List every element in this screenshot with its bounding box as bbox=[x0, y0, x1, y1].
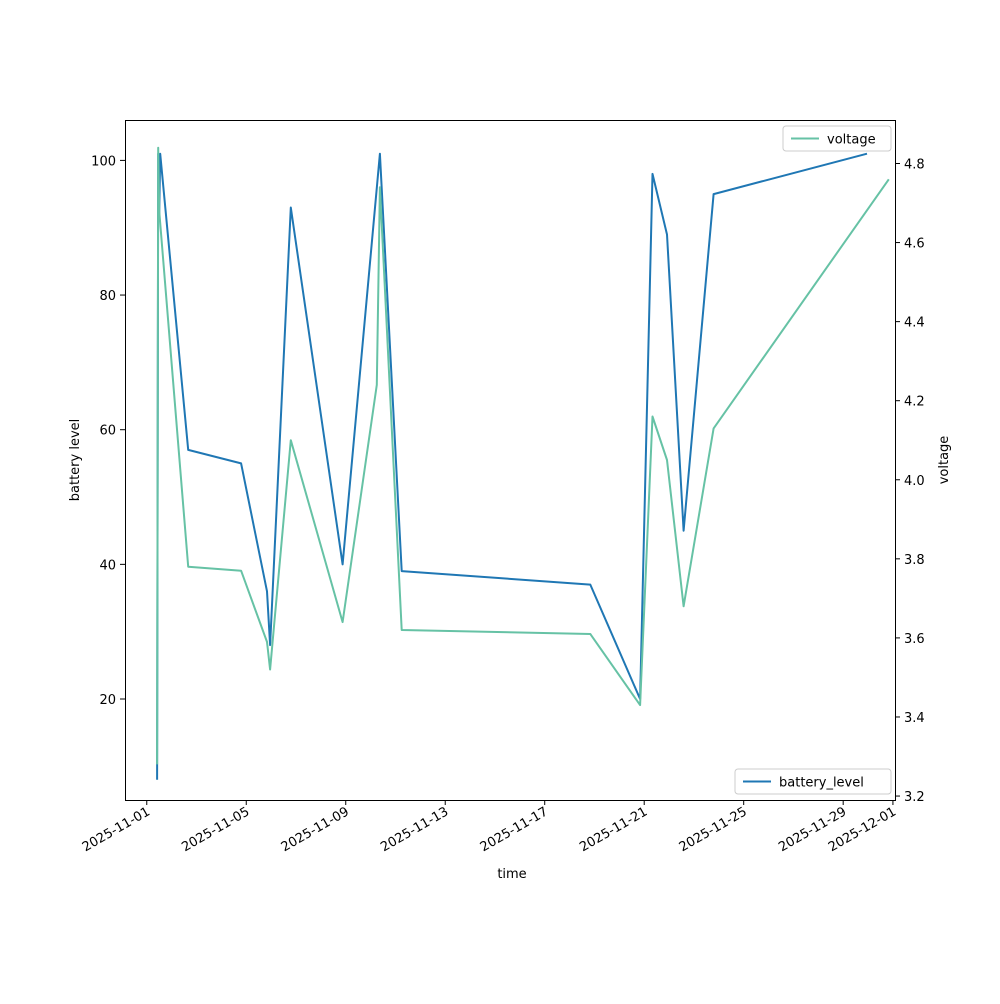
data-point-voltage bbox=[713, 427, 715, 429]
data-point-battery_level bbox=[342, 563, 344, 565]
y2-tick-label: 3.4 bbox=[904, 711, 925, 726]
data-point-battery_level bbox=[589, 584, 591, 586]
x-axis-label: time bbox=[497, 867, 526, 882]
x-tick-label: 2025-11-13 bbox=[378, 804, 451, 855]
legend-label: battery_level bbox=[779, 776, 864, 791]
y-tick-label: 20 bbox=[99, 693, 116, 708]
data-point-voltage bbox=[156, 763, 158, 765]
y2-tick-label: 4.4 bbox=[904, 316, 925, 331]
data-point-voltage bbox=[376, 384, 378, 386]
data-point-battery_level bbox=[187, 449, 189, 451]
y-tick-label: 60 bbox=[99, 424, 116, 439]
data-point-voltage bbox=[379, 186, 381, 188]
y2-tick-label: 3.6 bbox=[904, 632, 925, 647]
legend-box bbox=[782, 125, 892, 152]
data-point-voltage bbox=[342, 621, 344, 623]
data-point-voltage bbox=[683, 605, 685, 607]
data-point-battery_level bbox=[683, 530, 685, 532]
data-point-voltage bbox=[240, 570, 242, 572]
y2-tick-label: 4.8 bbox=[904, 157, 925, 172]
data-point-voltage bbox=[666, 459, 668, 461]
series-layer bbox=[156, 146, 890, 781]
data-point-battery_level bbox=[269, 644, 271, 646]
data-point-battery_level bbox=[240, 462, 242, 464]
data-point-battery_level bbox=[156, 779, 158, 781]
data-point-battery_level bbox=[379, 153, 381, 155]
x-tick-label: 2025-11-25 bbox=[677, 804, 750, 855]
x-tick-label: 2025-11-01 bbox=[80, 804, 153, 855]
y2-tick-label: 4.2 bbox=[904, 395, 925, 410]
y-tick-label: 80 bbox=[99, 289, 116, 304]
data-point-battery_level bbox=[159, 153, 161, 155]
y2-tick-label: 3.8 bbox=[904, 553, 925, 568]
data-point-voltage bbox=[157, 147, 159, 149]
data-point-battery_level bbox=[866, 153, 868, 155]
x-tick-label: 2025-11-21 bbox=[577, 804, 650, 855]
data-point-voltage bbox=[187, 566, 189, 568]
data-point-battery_level bbox=[290, 207, 292, 209]
x-tick-label: 2025-11-17 bbox=[478, 804, 551, 855]
data-point-voltage bbox=[888, 178, 890, 180]
data-point-voltage bbox=[158, 210, 160, 212]
data-point-battery_level bbox=[652, 173, 654, 175]
data-point-voltage bbox=[589, 633, 591, 635]
y-tick-label: 100 bbox=[91, 154, 116, 169]
x-tick-label: 2025-11-09 bbox=[279, 804, 352, 855]
y2-tick-label: 4.0 bbox=[904, 474, 925, 489]
legend-battery_level: battery_level bbox=[734, 768, 892, 795]
data-point-voltage bbox=[652, 416, 654, 418]
plot-frame bbox=[125, 120, 896, 801]
legends-layer: battery_level voltage bbox=[734, 125, 892, 795]
y-tick-label: 40 bbox=[99, 558, 116, 573]
data-point-voltage bbox=[266, 641, 268, 643]
y2-tick-label: 4.6 bbox=[904, 237, 925, 252]
legend-box bbox=[734, 768, 892, 795]
data-point-battery_level bbox=[713, 193, 715, 195]
data-point-battery_level bbox=[666, 234, 668, 236]
data-point-voltage bbox=[639, 704, 641, 706]
series-line-battery_level bbox=[156, 152, 868, 780]
data-point-battery_level bbox=[401, 570, 403, 572]
x-tick-label: 2025-11-05 bbox=[179, 804, 252, 855]
legend-voltage: voltage bbox=[782, 125, 892, 152]
data-point-battery_level bbox=[266, 590, 268, 592]
data-point-voltage bbox=[401, 629, 403, 631]
data-point-voltage bbox=[290, 439, 292, 441]
y-axis-label: battery level bbox=[68, 419, 83, 502]
data-point-voltage bbox=[269, 669, 271, 671]
series-line-voltage bbox=[156, 146, 890, 765]
legend-label: voltage bbox=[827, 133, 876, 148]
axes-layer: 2025-11-01 2025-11-05 2025-11-09 2025-11-13… bbox=[80, 154, 925, 855]
y2-axis-label: voltage bbox=[937, 436, 952, 485]
y2-tick-label: 3.2 bbox=[904, 790, 925, 805]
